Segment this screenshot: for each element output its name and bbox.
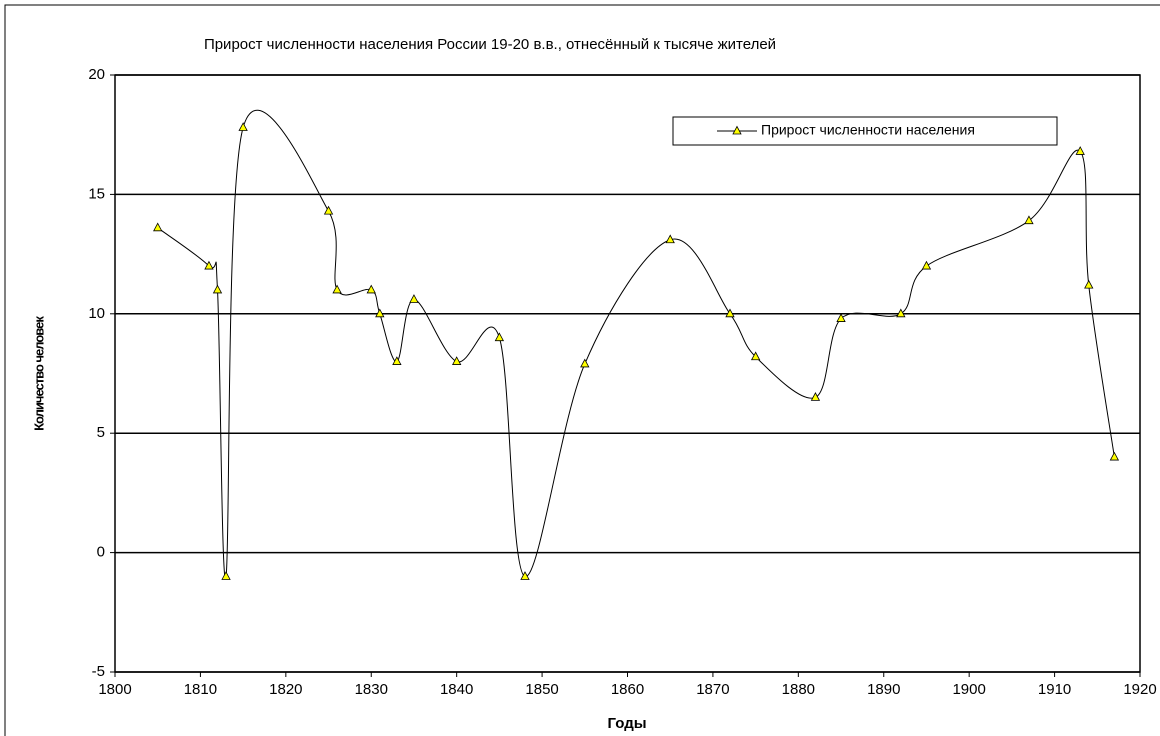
x-tick-label: 1890 xyxy=(867,681,900,698)
marker xyxy=(494,332,505,342)
x-axis-label: Годы xyxy=(607,715,646,732)
x-tick-label: 1800 xyxy=(98,681,131,698)
marker xyxy=(750,351,761,361)
marker xyxy=(221,571,231,580)
marker xyxy=(375,308,385,318)
x-tick-label: 1850 xyxy=(525,681,558,698)
chart-title: Прирост численности населения России 19-… xyxy=(204,36,776,53)
x-tick-label: 1870 xyxy=(696,681,729,698)
marker xyxy=(896,308,906,318)
marker xyxy=(1084,279,1094,289)
y-tick-label: 10 xyxy=(88,305,105,322)
y-tick-label: 15 xyxy=(88,185,105,202)
y-tick-label: 5 xyxy=(97,424,105,441)
x-tick-label: 1830 xyxy=(355,681,388,698)
legend-label: Прирост численности населения xyxy=(761,122,975,138)
x-tick-label: 1860 xyxy=(611,681,644,698)
x-tick-label: 1820 xyxy=(269,681,302,698)
line xyxy=(157,109,1115,579)
plot-area xyxy=(114,74,1141,673)
marker xyxy=(238,122,248,131)
marker xyxy=(725,308,735,318)
marker xyxy=(153,222,163,232)
marker xyxy=(332,284,342,294)
marker xyxy=(665,234,675,244)
x-tick-label: 1880 xyxy=(782,681,815,698)
marker xyxy=(1075,146,1085,155)
marker xyxy=(921,260,932,270)
marker xyxy=(451,356,462,365)
x-tick-label: 1840 xyxy=(440,681,473,698)
marker xyxy=(1109,451,1120,461)
marker xyxy=(323,205,334,215)
x-tick-label: 1900 xyxy=(952,681,985,698)
marker xyxy=(580,358,590,368)
marker xyxy=(409,294,419,303)
x-tick-label: 1910 xyxy=(1038,681,1071,698)
y-axis-label: Количество человек xyxy=(31,316,46,431)
chart-frame xyxy=(4,4,1160,736)
marker xyxy=(204,260,214,270)
y-tick-label: 0 xyxy=(97,544,105,561)
marker xyxy=(366,284,376,294)
x-tick-label: 1920 xyxy=(1123,681,1156,698)
x-tick-label: 1810 xyxy=(184,681,217,698)
marker xyxy=(520,571,530,580)
marker xyxy=(810,392,821,401)
legend-marker xyxy=(732,125,742,135)
marker xyxy=(392,356,402,365)
marker xyxy=(1024,215,1034,225)
marker xyxy=(212,284,223,294)
marker xyxy=(836,313,846,322)
y-tick-label: -5 xyxy=(92,663,105,680)
y-tick-label: 20 xyxy=(88,66,105,83)
